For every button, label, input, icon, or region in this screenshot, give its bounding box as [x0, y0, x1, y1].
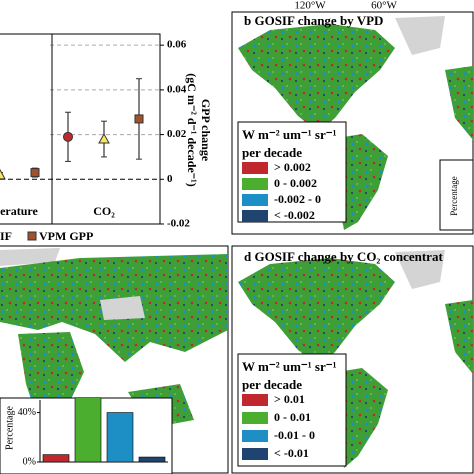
legend-title: W m⁻² um⁻¹ sr⁻¹ [242, 127, 337, 142]
legend-title: W m⁻² um⁻¹ sr⁻¹ [242, 359, 337, 374]
legend-subtitle: per decade [242, 377, 302, 392]
legend-label: > 0.002 [274, 160, 311, 174]
marker [30, 168, 40, 178]
y-tick-label: 0.04 [167, 83, 187, 95]
y-axis-label: Percentage [4, 406, 15, 450]
legend-swatch [242, 430, 268, 442]
bar [106, 412, 134, 463]
legend-label: VPM GPP [39, 229, 93, 243]
x-tick-label: CO₂ [93, 204, 115, 218]
legend-box [237, 353, 347, 467]
legend-swatch [242, 162, 268, 174]
y-axis-label-line: GPP change [199, 99, 213, 162]
y-tick-label: -0.02 [167, 218, 190, 230]
legend-swatch [242, 394, 268, 406]
bar [42, 454, 70, 463]
legend-label: -0.002 - 0 [274, 192, 321, 206]
marker [134, 114, 144, 124]
legend-swatch [242, 412, 268, 424]
x-tick-label: erature [0, 204, 38, 218]
legend-swatch [242, 178, 268, 190]
y-tick-label: 0.02 [167, 128, 187, 140]
y-tick-label: 40% [18, 407, 36, 418]
y-axis-label: GPP change(gC m⁻² d⁻¹ decade⁻¹) [185, 73, 213, 186]
bar [74, 397, 102, 463]
marker [0, 168, 6, 180]
lon-label: 120°W [294, 0, 326, 12]
legend-marker [27, 231, 37, 241]
legend-label: < -0.01 [274, 446, 309, 460]
legend-label: > 0.01 [274, 392, 305, 406]
legend-swatch [242, 194, 268, 206]
lon-label: 60°W [371, 0, 397, 12]
y-axis-label-line: (gC m⁻² d⁻¹ decade⁻¹) [185, 73, 199, 186]
plot-frame [0, 33, 161, 225]
marker [63, 131, 73, 142]
legend-label: IF [0, 229, 12, 243]
map-title: b GOSIF change by VPD [244, 13, 383, 28]
legend-swatch [242, 448, 268, 460]
bar [138, 456, 166, 463]
y-tick-label: 0% [23, 456, 36, 467]
legend-subtitle: per decade [242, 145, 302, 160]
inset-box [439, 159, 474, 231]
y-tick-label: 0 [167, 173, 173, 185]
y-tick-label: 0.06 [167, 39, 187, 51]
inset-label: Percentage [449, 176, 459, 215]
legend-label: -0.01 - 0 [274, 428, 315, 442]
map-d [238, 250, 473, 468]
map-title: d GOSIF change by CO₂ concentrat [244, 249, 443, 264]
legend-label: < -0.002 [274, 208, 315, 222]
legend-label: 0 - 0.01 [274, 410, 311, 424]
legend-swatch [242, 210, 268, 222]
marker [98, 133, 110, 144]
legend-label: 0 - 0.002 [274, 176, 317, 190]
